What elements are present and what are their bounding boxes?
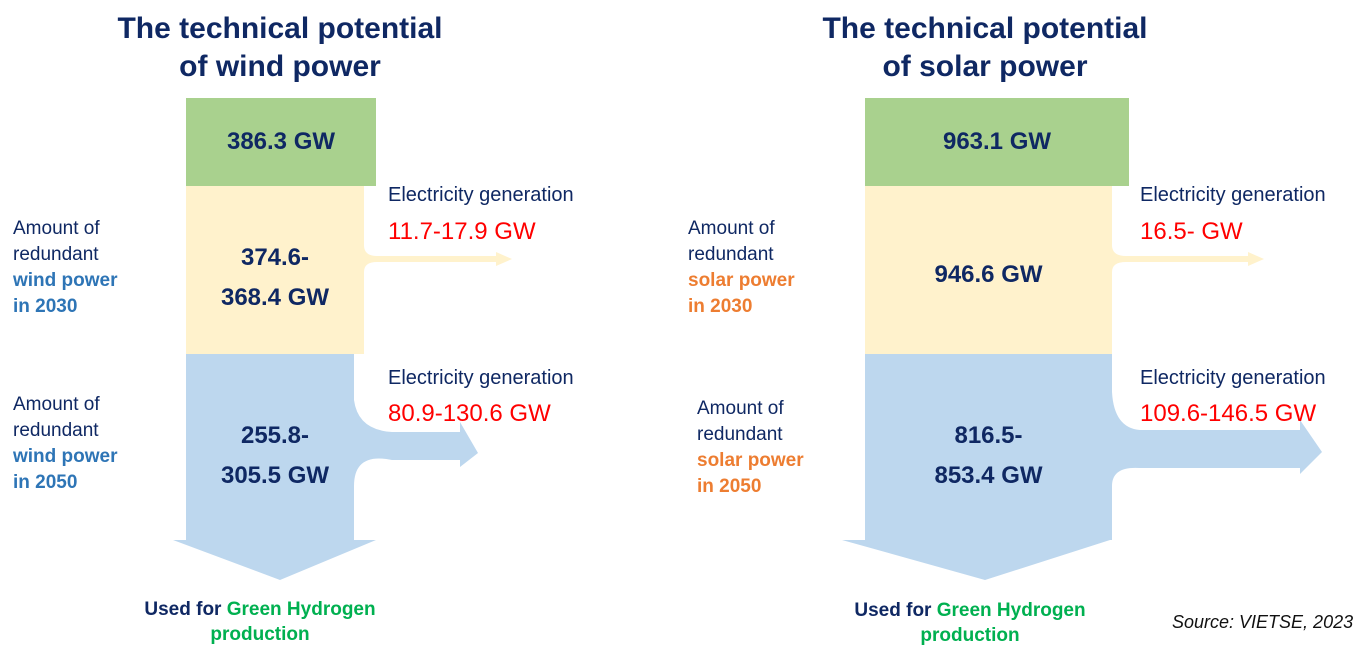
wind-2030-value-line2: 368.4 GW <box>220 284 330 311</box>
solar-2030-gen-arrow <box>1112 245 1264 272</box>
solar-title: The technical potential of solar power <box>810 10 1160 86</box>
wind-used-prefix: Used for <box>144 599 222 620</box>
solar-used-highlight: Green Hydrogen <box>936 600 1086 621</box>
solar-2050-value-line1: 816.5- <box>954 422 1023 449</box>
wind-2050-label-highlight1: wind power <box>13 446 118 467</box>
solar-2050-label: Amount of redundant solar power in 2050 <box>697 396 804 500</box>
wind-total-block <box>186 98 376 186</box>
solar-2030-label: Amount of redundant solar power in 2030 <box>688 216 795 320</box>
solar-total-value: 963.1 GW <box>942 128 1052 155</box>
solar-2030-gen-label: Electricity generation <box>1140 184 1326 206</box>
solar-2030-label-highlight2: in 2030 <box>688 296 753 317</box>
solar-2050-label-line1: Amount of <box>697 398 784 419</box>
wind-used-suffix: production <box>210 624 310 645</box>
wind-2030-label-highlight1: wind power <box>13 270 118 291</box>
wind-2030-block <box>186 186 364 354</box>
wind-2050-label: Amount of redundant wind power in 2050 <box>13 392 118 496</box>
wind-2050-flow-arrow <box>173 354 376 580</box>
solar-2050-gen-value: 109.6-146.5 GW <box>1140 400 1317 427</box>
wind-2030-gen-label: Electricity generation <box>388 184 574 206</box>
solar-2050-label-highlight1: solar power <box>697 450 804 471</box>
solar-2030-label-line1: Amount of <box>688 218 775 239</box>
wind-2030-gen-arrow <box>364 245 512 272</box>
solar-2030-block <box>865 186 1112 354</box>
solar-2030-label-highlight1: solar power <box>688 270 795 291</box>
wind-title-line2: of wind power <box>179 50 381 83</box>
wind-2030-label-line2: redundant <box>13 244 99 265</box>
wind-2050-value-line2: 305.5 GW <box>220 462 330 489</box>
wind-2050-gen-value: 80.9-130.6 GW <box>388 400 551 427</box>
solar-2050-gen-arrow <box>1112 392 1322 486</box>
solar-2030-value: 946.6 GW <box>934 261 1043 288</box>
wind-2030-value-line1: 374.6- <box>240 244 310 271</box>
solar-2050-value: 816.5- 853.4 GW <box>865 416 1112 496</box>
wind-2050-gen-label: Electricity generation <box>388 367 574 389</box>
wind-2030-label-line1: Amount of <box>13 218 100 239</box>
wind-2050-label-line2: redundant <box>13 420 99 441</box>
solar-title-line1: The technical potential <box>822 12 1148 45</box>
wind-2050-label-highlight2: in 2050 <box>13 472 78 493</box>
source-note: Source: VIETSE, 2023 <box>1172 612 1354 632</box>
solar-used-prefix: Used for <box>854 600 932 621</box>
solar-2050-gen-label: Electricity generation <box>1140 367 1326 389</box>
solar-2030-label-line2: redundant <box>688 244 774 265</box>
wind-2030-value: 374.6- 368.4 GW <box>186 238 364 318</box>
wind-2030-gen-value: 11.7-17.9 GW <box>388 218 536 245</box>
wind-2050-label-line1: Amount of <box>13 394 100 415</box>
solar-used-suffix: production <box>920 625 1020 646</box>
wind-total-value: 386.3 GW <box>226 128 336 155</box>
wind-used-for: Used for Green Hydrogen production <box>110 597 410 647</box>
solar-2050-flow-arrow <box>842 354 1112 580</box>
solar-2050-value-line2: 853.4 GW <box>934 462 1043 489</box>
wind-2050-value-line1: 255.8- <box>240 422 310 449</box>
solar-2050-label-highlight2: in 2050 <box>697 476 762 497</box>
wind-title-line1: The technical potential <box>117 12 443 45</box>
solar-used-for: Used for Green Hydrogen production <box>820 598 1120 648</box>
wind-2030-label-highlight2: in 2030 <box>13 296 78 317</box>
solar-2030-gen-value: 16.5- GW <box>1140 218 1243 245</box>
wind-title: The technical potential of wind power <box>110 10 450 86</box>
wind-2030-label: Amount of redundant wind power in 2030 <box>13 216 118 320</box>
solar-title-line2: of solar power <box>882 50 1088 83</box>
solar-total-block <box>865 98 1129 186</box>
wind-used-highlight: Green Hydrogen <box>226 599 376 620</box>
wind-2050-gen-arrow <box>354 400 478 486</box>
solar-2050-label-line2: redundant <box>697 424 783 445</box>
wind-2050-value: 255.8- 305.5 GW <box>186 416 364 496</box>
